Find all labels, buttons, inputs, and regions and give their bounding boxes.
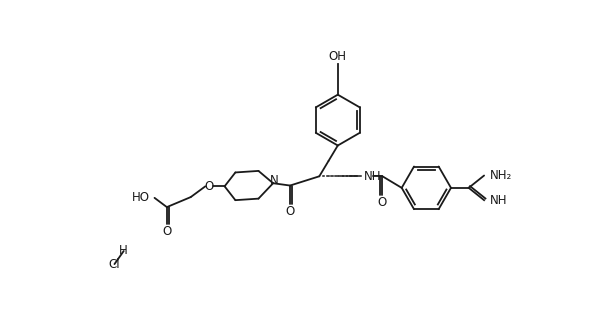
- Text: O: O: [162, 225, 172, 238]
- Text: O: O: [378, 196, 387, 209]
- Text: O: O: [204, 180, 214, 193]
- Text: OH: OH: [329, 50, 347, 63]
- Text: O: O: [285, 205, 294, 218]
- Text: H: H: [119, 245, 128, 257]
- Text: Cl: Cl: [108, 258, 120, 270]
- Text: NH: NH: [364, 170, 381, 183]
- Text: NH: NH: [489, 194, 507, 207]
- Text: N: N: [270, 174, 279, 187]
- Text: NH₂: NH₂: [489, 169, 512, 182]
- Text: HO: HO: [132, 191, 150, 204]
